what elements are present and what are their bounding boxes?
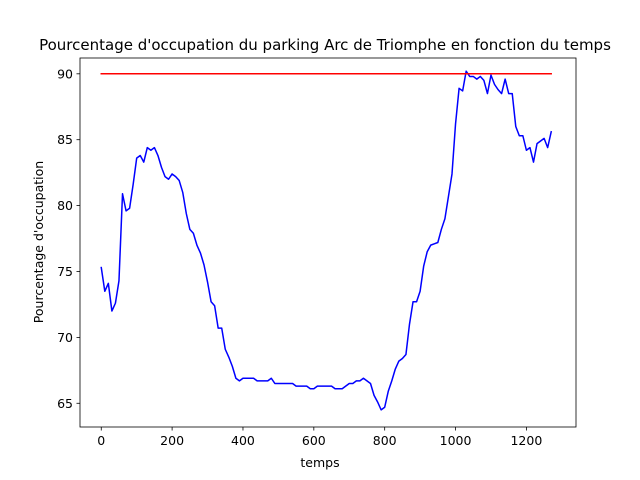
x-tick-label: 200 [160, 433, 184, 448]
x-tick-label: 1200 [510, 433, 542, 448]
y-tick-label: 70 [57, 330, 73, 345]
y-tick-label: 85 [57, 132, 73, 147]
x-tick-label: 800 [373, 433, 397, 448]
x-tick-label: 400 [231, 433, 255, 448]
x-axis-label: temps [300, 455, 339, 470]
y-axis-label: Pourcentage d'occupation [31, 161, 46, 323]
x-tick-label: 600 [302, 433, 326, 448]
y-tick-label: 80 [57, 198, 73, 213]
chart-title: Pourcentage d'occupation du parking Arc … [39, 36, 611, 54]
y-tick-label: 65 [57, 396, 73, 411]
y-tick-label: 90 [57, 66, 73, 81]
y-tick-label: 75 [57, 264, 73, 279]
x-tick-label: 0 [97, 433, 105, 448]
x-tick-label: 1000 [440, 433, 472, 448]
